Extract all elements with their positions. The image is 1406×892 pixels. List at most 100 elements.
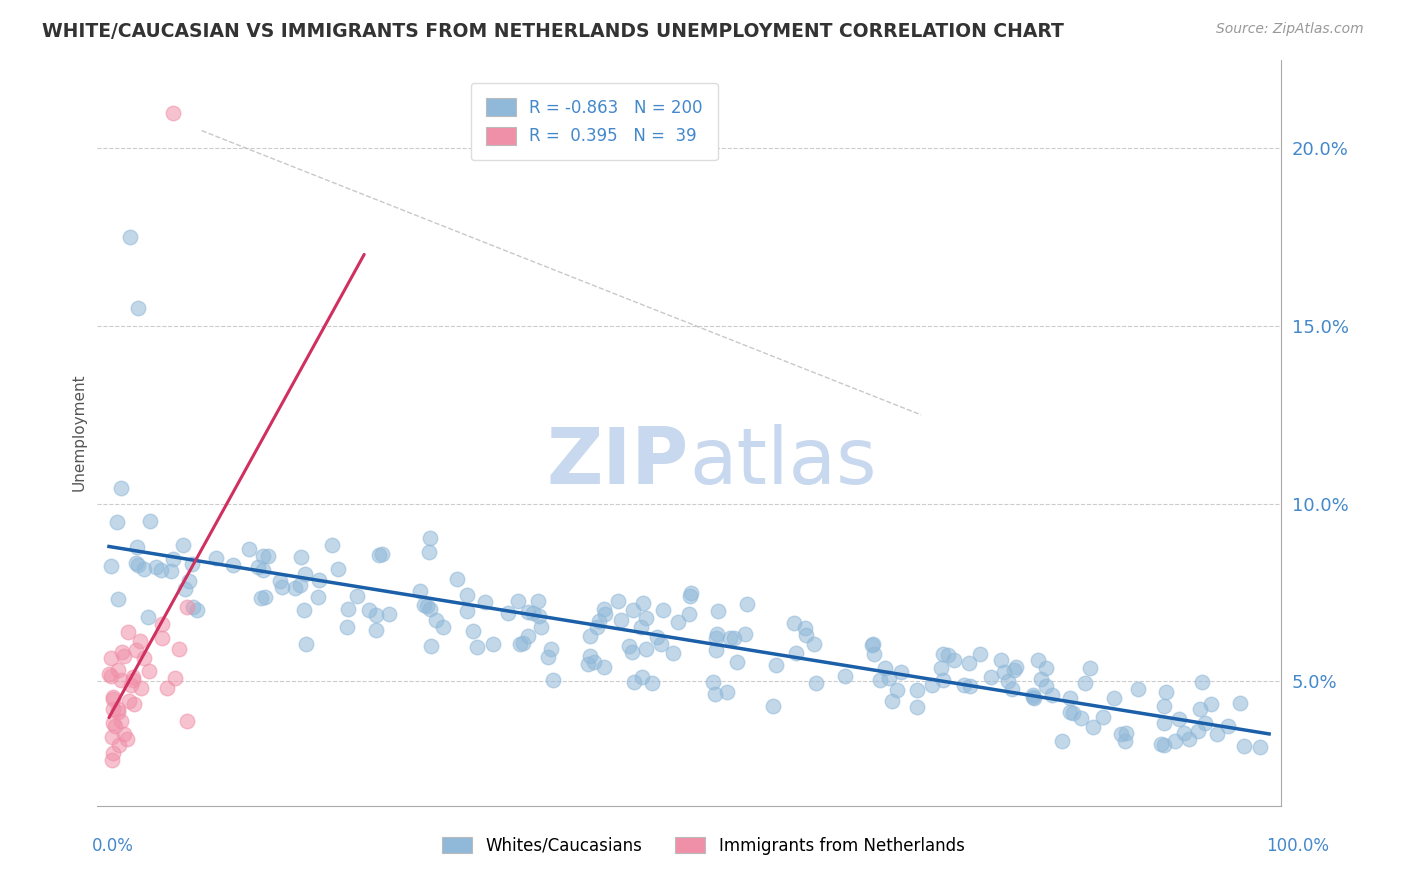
Point xyxy=(122,673,145,688)
Point xyxy=(252,549,274,564)
Point xyxy=(606,594,628,608)
Point xyxy=(588,615,610,629)
Point xyxy=(890,665,912,679)
Point xyxy=(101,753,124,767)
Point xyxy=(127,558,149,573)
Point xyxy=(957,656,980,670)
Point xyxy=(875,661,897,675)
Point xyxy=(367,548,389,562)
Y-axis label: Unemployment: Unemployment xyxy=(72,374,86,491)
Point xyxy=(636,611,658,625)
Point xyxy=(678,607,700,621)
Point xyxy=(516,629,538,643)
Point xyxy=(877,671,900,685)
Point xyxy=(101,702,124,716)
Point xyxy=(308,573,330,587)
Point xyxy=(1022,690,1045,705)
Point xyxy=(702,674,724,689)
Point xyxy=(993,665,1015,679)
Point xyxy=(250,591,273,606)
Point xyxy=(633,596,655,610)
Point xyxy=(238,541,260,556)
Point xyxy=(1164,734,1187,748)
Point xyxy=(1035,679,1057,693)
Point xyxy=(517,605,540,619)
Point xyxy=(1062,706,1084,721)
Point xyxy=(125,540,148,554)
Point xyxy=(932,673,955,687)
Point xyxy=(762,698,785,713)
Point xyxy=(651,602,673,616)
Point xyxy=(1022,690,1045,704)
Point xyxy=(794,628,817,642)
Point xyxy=(128,633,150,648)
Point xyxy=(149,562,172,576)
Point xyxy=(482,637,505,651)
Point xyxy=(145,560,167,574)
Point xyxy=(1206,727,1229,741)
Point xyxy=(537,650,560,665)
Point xyxy=(456,604,478,618)
Point xyxy=(107,591,129,606)
Point xyxy=(162,106,184,120)
Point xyxy=(288,578,311,592)
Point xyxy=(409,584,432,599)
Point xyxy=(1115,726,1137,740)
Point xyxy=(716,685,738,699)
Point xyxy=(1187,723,1209,738)
Point xyxy=(997,674,1019,689)
Point xyxy=(1153,699,1175,714)
Point xyxy=(803,637,825,651)
Point xyxy=(725,655,748,669)
Point xyxy=(921,678,943,692)
Point xyxy=(378,607,401,621)
Point xyxy=(162,552,184,566)
Point xyxy=(456,588,478,602)
Point xyxy=(980,669,1002,683)
Point xyxy=(1002,663,1025,677)
Point xyxy=(1173,726,1195,740)
Point xyxy=(101,730,124,744)
Point xyxy=(862,647,884,661)
Point xyxy=(150,631,173,645)
Point xyxy=(150,617,173,632)
Point xyxy=(336,619,359,633)
Point xyxy=(366,623,388,637)
Point xyxy=(1229,696,1251,710)
Point xyxy=(118,693,141,707)
Point xyxy=(98,666,121,681)
Point xyxy=(463,624,485,638)
Point xyxy=(125,643,148,657)
Point xyxy=(292,603,315,617)
Point xyxy=(118,230,141,244)
Point xyxy=(1218,719,1240,733)
Point xyxy=(706,627,728,641)
Point xyxy=(681,585,703,599)
Point xyxy=(929,661,952,675)
Point xyxy=(630,670,652,684)
Point xyxy=(100,558,122,573)
Point xyxy=(181,600,204,615)
Point xyxy=(679,589,702,603)
Point xyxy=(139,515,162,529)
Point xyxy=(718,631,741,645)
Point xyxy=(880,694,903,708)
Point xyxy=(1050,733,1073,747)
Point xyxy=(112,648,135,663)
Point xyxy=(650,637,672,651)
Point xyxy=(418,531,440,545)
Point xyxy=(1154,685,1177,699)
Point xyxy=(254,590,277,604)
Point xyxy=(100,669,122,683)
Point xyxy=(579,629,602,643)
Point xyxy=(1026,653,1049,667)
Point xyxy=(465,640,488,655)
Point xyxy=(1031,672,1053,686)
Point xyxy=(576,657,599,671)
Point xyxy=(862,637,884,651)
Point xyxy=(610,613,633,627)
Point xyxy=(623,603,645,617)
Point xyxy=(269,574,291,588)
Point xyxy=(936,648,959,662)
Point xyxy=(621,645,644,659)
